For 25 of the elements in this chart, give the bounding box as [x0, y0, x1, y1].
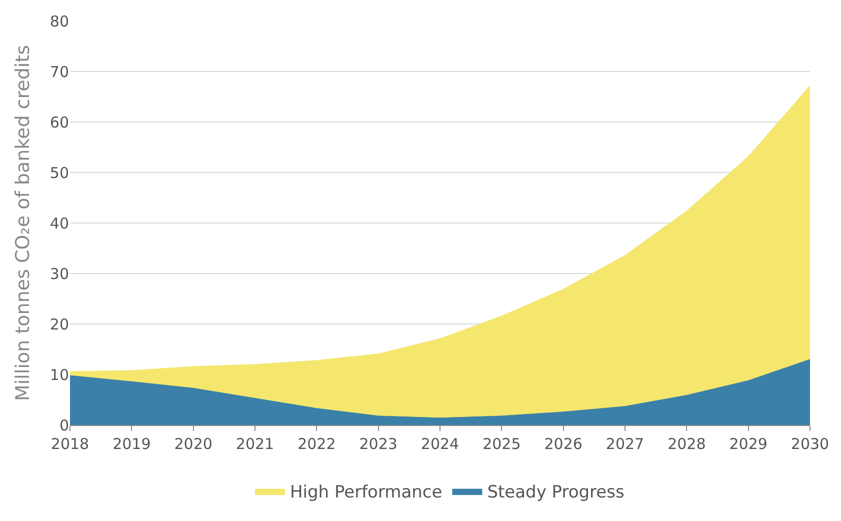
x-tick-label: 2026: [544, 435, 582, 453]
y-tick-label: 30: [50, 264, 69, 283]
y-tick-label: 70: [50, 62, 69, 81]
y-tick-label: 40: [50, 214, 69, 232]
y-tick-label: 0: [59, 416, 69, 434]
x-tick-label: 2025: [482, 435, 521, 453]
x-tick-label: 2024: [420, 435, 460, 453]
x-tick-label: 2019: [112, 435, 151, 453]
y-tick-label: 10: [50, 366, 69, 384]
x-tick-label: 2030: [790, 435, 830, 453]
x-tick-label: 2027: [606, 435, 644, 453]
legend-label: Steady Progress: [487, 482, 624, 503]
y-tick-label: 60: [50, 113, 69, 132]
x-tick-label: 2020: [174, 435, 212, 453]
x-tick-label: 2028: [668, 435, 706, 453]
x-tick-label: 2029: [729, 435, 768, 453]
x-tick-label: 2023: [359, 435, 398, 453]
x-tick-label: 2021: [236, 435, 274, 453]
y-tick-label: 20: [50, 315, 69, 334]
y-tick-label: 80: [50, 12, 69, 30]
x-tick-label: 2022: [298, 435, 336, 453]
x-tick-label: 2018: [50, 435, 90, 453]
y-axis-title: Million tonnes CO₂e of banked credits: [12, 45, 34, 401]
legend-label: High Performance: [290, 482, 442, 503]
y-tick-label: 50: [50, 164, 69, 182]
